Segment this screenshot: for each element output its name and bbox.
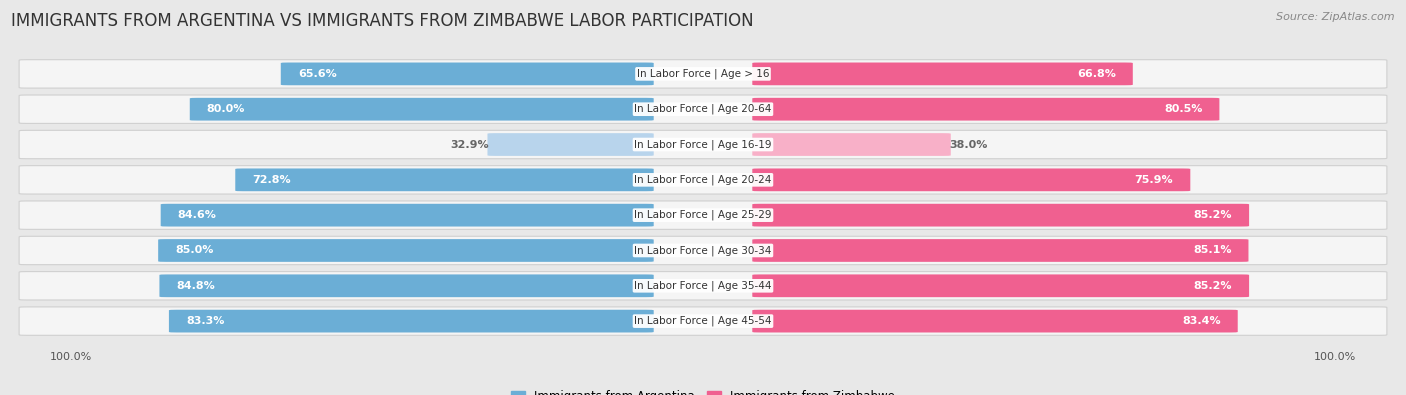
FancyBboxPatch shape xyxy=(235,169,654,191)
FancyBboxPatch shape xyxy=(20,95,1386,123)
Text: 83.3%: 83.3% xyxy=(186,316,225,326)
Text: In Labor Force | Age 16-19: In Labor Force | Age 16-19 xyxy=(634,139,772,150)
Text: In Labor Force | Age 35-44: In Labor Force | Age 35-44 xyxy=(634,280,772,291)
Text: 85.2%: 85.2% xyxy=(1194,210,1232,220)
Text: 84.6%: 84.6% xyxy=(177,210,217,220)
Text: 85.0%: 85.0% xyxy=(176,245,214,256)
FancyBboxPatch shape xyxy=(20,166,1386,194)
Text: In Labor Force | Age > 16: In Labor Force | Age > 16 xyxy=(637,69,769,79)
Legend: Immigrants from Argentina, Immigrants from Zimbabwe: Immigrants from Argentina, Immigrants fr… xyxy=(506,385,900,395)
Text: 65.6%: 65.6% xyxy=(298,69,336,79)
FancyBboxPatch shape xyxy=(160,204,654,226)
Text: In Labor Force | Age 45-54: In Labor Force | Age 45-54 xyxy=(634,316,772,326)
FancyBboxPatch shape xyxy=(20,236,1386,265)
FancyBboxPatch shape xyxy=(752,169,1191,191)
FancyBboxPatch shape xyxy=(20,272,1386,300)
Text: 85.1%: 85.1% xyxy=(1192,245,1232,256)
Text: 80.5%: 80.5% xyxy=(1164,104,1202,114)
Text: 66.8%: 66.8% xyxy=(1077,69,1116,79)
FancyBboxPatch shape xyxy=(20,201,1386,229)
FancyBboxPatch shape xyxy=(752,239,1249,262)
FancyBboxPatch shape xyxy=(281,62,654,85)
FancyBboxPatch shape xyxy=(752,275,1249,297)
Text: In Labor Force | Age 20-24: In Labor Force | Age 20-24 xyxy=(634,175,772,185)
FancyBboxPatch shape xyxy=(752,62,1133,85)
Text: 80.0%: 80.0% xyxy=(207,104,245,114)
FancyBboxPatch shape xyxy=(190,98,654,120)
FancyBboxPatch shape xyxy=(157,239,654,262)
Text: 32.9%: 32.9% xyxy=(450,139,489,150)
FancyBboxPatch shape xyxy=(752,98,1219,120)
FancyBboxPatch shape xyxy=(20,130,1386,159)
FancyBboxPatch shape xyxy=(169,310,654,333)
Text: In Labor Force | Age 20-64: In Labor Force | Age 20-64 xyxy=(634,104,772,115)
FancyBboxPatch shape xyxy=(20,307,1386,335)
FancyBboxPatch shape xyxy=(20,60,1386,88)
Text: In Labor Force | Age 30-34: In Labor Force | Age 30-34 xyxy=(634,245,772,256)
Text: 72.8%: 72.8% xyxy=(252,175,291,185)
Text: 75.9%: 75.9% xyxy=(1135,175,1173,185)
FancyBboxPatch shape xyxy=(752,204,1249,226)
Text: IMMIGRANTS FROM ARGENTINA VS IMMIGRANTS FROM ZIMBABWE LABOR PARTICIPATION: IMMIGRANTS FROM ARGENTINA VS IMMIGRANTS … xyxy=(11,12,754,30)
FancyBboxPatch shape xyxy=(159,275,654,297)
Text: 83.4%: 83.4% xyxy=(1182,316,1220,326)
FancyBboxPatch shape xyxy=(488,133,654,156)
Text: 38.0%: 38.0% xyxy=(949,139,988,150)
Text: 84.8%: 84.8% xyxy=(177,281,215,291)
Text: In Labor Force | Age 25-29: In Labor Force | Age 25-29 xyxy=(634,210,772,220)
FancyBboxPatch shape xyxy=(752,133,950,156)
FancyBboxPatch shape xyxy=(752,310,1237,333)
Text: Source: ZipAtlas.com: Source: ZipAtlas.com xyxy=(1277,12,1395,22)
Text: 85.2%: 85.2% xyxy=(1194,281,1232,291)
